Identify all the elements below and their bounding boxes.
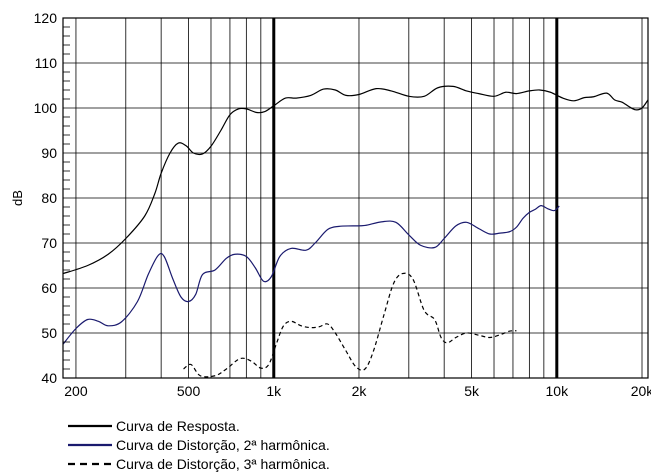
y-axis-ticks: 40 50 60 70 80 90 100 110 120 xyxy=(34,10,70,386)
y-tick-label: 40 xyxy=(41,370,57,386)
y-axis-label: dB xyxy=(10,190,25,206)
x-tick-label: 10k xyxy=(546,383,570,399)
y-tick-label: 100 xyxy=(34,100,58,116)
series-line-3rd-harmonic xyxy=(183,272,517,378)
y-tick-label: 110 xyxy=(35,55,58,71)
y-tick-label: 80 xyxy=(41,190,57,206)
plot-frame xyxy=(62,17,649,379)
legend-label-2nd-harmonic: Curva de Distorção, 2ª harmônica. xyxy=(116,436,330,453)
legend-swatch-3rd-harmonic xyxy=(68,462,112,465)
x-tick-label: 200 xyxy=(64,383,88,399)
y-tick-label: 120 xyxy=(34,10,58,26)
legend-item-response: Curva de Resposta. xyxy=(68,416,330,435)
legend-label-response: Curva de Resposta. xyxy=(116,417,240,434)
y-tick-label: 70 xyxy=(41,235,57,251)
y-tick-label: 50 xyxy=(41,325,57,341)
series-line-response xyxy=(62,85,649,275)
frequency-response-chart: 40 50 60 70 80 90 100 110 120 200 500 1k 2k 5k 10k 20k… xyxy=(10,10,651,399)
legend-item-2nd-harmonic: Curva de Distorção, 2ª harmônica. xyxy=(68,435,330,454)
x-tick-label: 2k xyxy=(352,383,368,399)
x-tick-label: 1k xyxy=(266,383,282,399)
legend: Curva de Resposta. Curva de Distorção, 2… xyxy=(68,416,330,473)
legend-swatch-response xyxy=(68,424,112,427)
legend-item-3rd-harmonic: Curva de Distorção, 3ª harmônica. xyxy=(68,454,330,473)
major-gridlines xyxy=(272,18,559,378)
x-axis-ticks: 200 500 1k 2k 5k 10k 20k xyxy=(64,383,651,399)
series-line-2nd-harmonic xyxy=(62,205,560,345)
legend-swatch-2nd-harmonic xyxy=(68,443,112,446)
y-tick-label: 60 xyxy=(41,280,57,296)
legend-label-3rd-harmonic: Curva de Distorção, 3ª harmônica. xyxy=(116,455,330,472)
x-tick-label: 5k xyxy=(464,383,480,399)
series-lines xyxy=(62,85,649,378)
x-tick-label: 20k xyxy=(631,383,651,399)
y-tick-label: 90 xyxy=(41,145,57,161)
minor-gridlines xyxy=(63,18,648,378)
x-tick-label: 500 xyxy=(177,383,201,399)
